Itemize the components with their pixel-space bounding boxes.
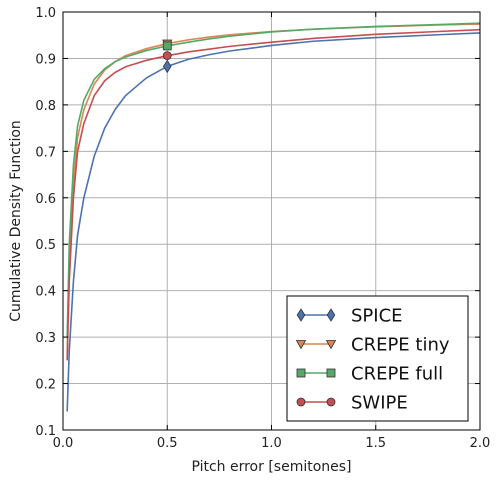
y-tick-label: 0.9: [35, 52, 56, 67]
legend-marker-crepe-full: [296, 368, 306, 378]
legend-label-spice: SPICE: [351, 306, 403, 327]
series-marker-spice: [162, 59, 172, 74]
legend-marker-crepe-tiny: [325, 340, 337, 350]
legend-label-swipe: SWIPE: [351, 393, 408, 414]
legend-marker-swipe: [326, 397, 336, 407]
y-tick-label: 0.3: [35, 331, 56, 346]
x-axis-label: Pitch error [semitones]: [191, 459, 351, 475]
tick-labels: 0.0 0.5 1.0 1.5 2.0 0.1 0.2 0.3 0.4 0.5 0.6 0.7 0.8 0…: [35, 6, 490, 451]
y-tick-label: 0.5: [35, 238, 56, 253]
y-tick-label: 0.7: [35, 145, 56, 160]
legend-label-crepe-full: CREPE full: [351, 364, 443, 385]
legend: SPICE CREPE tiny CREPE full SWIPE: [286, 295, 469, 422]
series-line-spice: [66, 32, 481, 412]
y-tick-label: 0.8: [35, 99, 56, 114]
series-line-swipe: [66, 28, 481, 361]
series-lines: [66, 22, 481, 412]
y-tick-label: 0.1: [35, 424, 56, 439]
legend-label-crepe-tiny: CREPE tiny: [351, 335, 450, 356]
x-tick-label: 1.5: [365, 436, 386, 451]
legend-marker-crepe-tiny: [295, 340, 307, 350]
series-markers: [162, 39, 173, 74]
y-axis-label: Cumulative Density Function: [8, 120, 24, 322]
legend-marker-spice: [326, 308, 336, 322]
x-tick-label: 1.0: [261, 436, 282, 451]
axis-ticks: [62, 11, 481, 431]
legend-marker-swipe: [296, 397, 306, 407]
y-tick-label: 0.6: [35, 192, 56, 207]
x-tick-label: 0.5: [157, 436, 178, 451]
x-tick-label: 2.0: [470, 436, 491, 451]
series-marker-swipe: [162, 51, 172, 61]
legend-marker-crepe-full: [326, 368, 336, 378]
legend-box: [286, 295, 469, 422]
y-tick-label: 0.4: [35, 285, 56, 300]
y-tick-label: 0.2: [35, 378, 56, 393]
x-tick-label: 0.0: [53, 436, 74, 451]
legend-marker-spice: [296, 308, 306, 322]
series-line-crepe-full: [66, 22, 481, 338]
series-marker-crepe-full: [162, 41, 172, 51]
y-tick-label: 1.0: [35, 6, 56, 21]
